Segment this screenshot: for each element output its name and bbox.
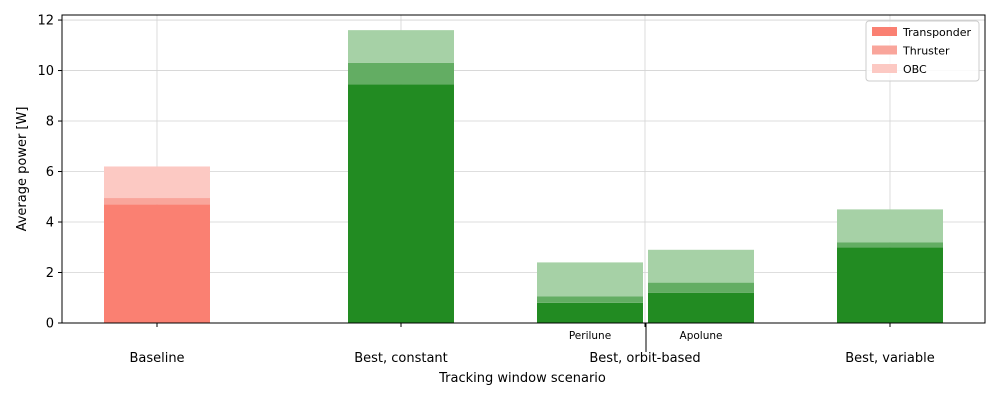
legend-label: Transponder: [902, 26, 972, 39]
bar-transponder: [837, 247, 943, 323]
bar-obc: [348, 30, 454, 63]
y-axis-label: Average power [W]: [15, 107, 30, 232]
bar-obc: [537, 262, 643, 297]
y-tick-label: 2: [46, 266, 54, 281]
y-tick-label: 8: [46, 115, 54, 130]
legend-label: Thruster: [902, 45, 950, 58]
bar-obc: [104, 166, 210, 199]
legend-label: OBC: [903, 63, 927, 76]
bar-transponder: [348, 84, 454, 323]
ticks: 0 2 4 6 8 10 12 Baseline Best, constant Perilune B…: [37, 14, 934, 366]
x-group-label: Best, constant: [354, 351, 448, 366]
legend-swatch: [872, 27, 897, 36]
bar-thruster: [648, 282, 754, 293]
y-tick-label: 12: [37, 14, 54, 29]
x-group-label: Best, orbit-based: [589, 351, 700, 366]
x-axis-label: Tracking window scenario: [438, 371, 606, 386]
x-group-label: Best, variable: [845, 351, 935, 366]
bar-thruster: [104, 198, 210, 205]
bar-transponder: [104, 204, 210, 323]
legend-swatch: [872, 45, 897, 55]
y-tick-label: 0: [46, 317, 54, 332]
x-group-label: Baseline: [129, 351, 184, 366]
x-sublabel: Apolune: [680, 330, 723, 342]
bar-obc: [648, 249, 754, 283]
y-tick-label: 4: [46, 216, 54, 231]
plot-frame: [61, 14, 986, 324]
y-tick-label: 6: [46, 165, 54, 180]
bar-transponder: [537, 302, 643, 323]
bar-obc: [837, 209, 943, 243]
bar-thruster: [537, 296, 643, 303]
bar-thruster: [837, 242, 943, 248]
legend-swatch: [872, 64, 897, 73]
legend: Transponder Thruster OBC: [865, 20, 980, 82]
y-tick-label: 10: [37, 64, 54, 79]
bars: [104, 30, 943, 323]
bar-transponder: [648, 292, 754, 323]
bar-thruster: [348, 62, 454, 85]
x-sublabel: Perilune: [569, 330, 611, 342]
